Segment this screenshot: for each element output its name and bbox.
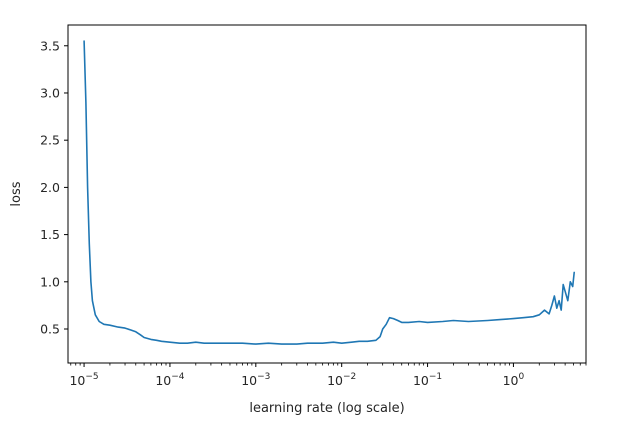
loss-series-line [83,40,576,345]
x-tick-base: 10 [327,373,343,388]
ticks-layer: 0.51.01.52.02.53.03.510−5 10−4 10−3 10−2 10−… [40,38,587,388]
y-axis-label: loss [9,181,24,206]
y-tick-label: 1.0 [40,274,60,289]
x-tick-label: 10−3 [241,372,270,388]
x-tick-base: 10 [69,373,85,388]
x-tick-label: 10−1 [413,372,442,388]
x-tick-base: 10 [241,373,257,388]
x-tick-base: 10 [503,373,519,388]
x-tick-exponent: −3 [257,372,270,382]
y-tick-label: 3.5 [40,38,60,53]
y-tick-label: 0.5 [40,322,60,337]
x-tick-label: 10−4 [155,372,184,388]
y-tick-label: 3.0 [40,85,60,100]
x-tick-exponent: −1 [429,372,442,382]
x-tick-label: 10−2 [327,372,356,388]
x-tick-exponent: −4 [171,372,185,382]
y-tick-label: 1.5 [40,227,60,242]
series-layer [83,40,576,345]
x-axis-label: learning rate (log scale) [249,401,404,416]
x-tick-label: 10−5 [69,372,98,388]
plot-frame [67,24,587,364]
x-tick-base: 10 [413,373,429,388]
y-tick-label: 2.0 [40,180,60,195]
x-tick-exponent: 0 [519,372,525,382]
x-tick-base: 10 [155,373,171,388]
x-tick-exponent: −5 [85,372,98,382]
y-tick-label: 2.5 [40,133,60,148]
x-tick-label: 100 [503,372,525,388]
x-tick-exponent: −2 [343,372,356,382]
